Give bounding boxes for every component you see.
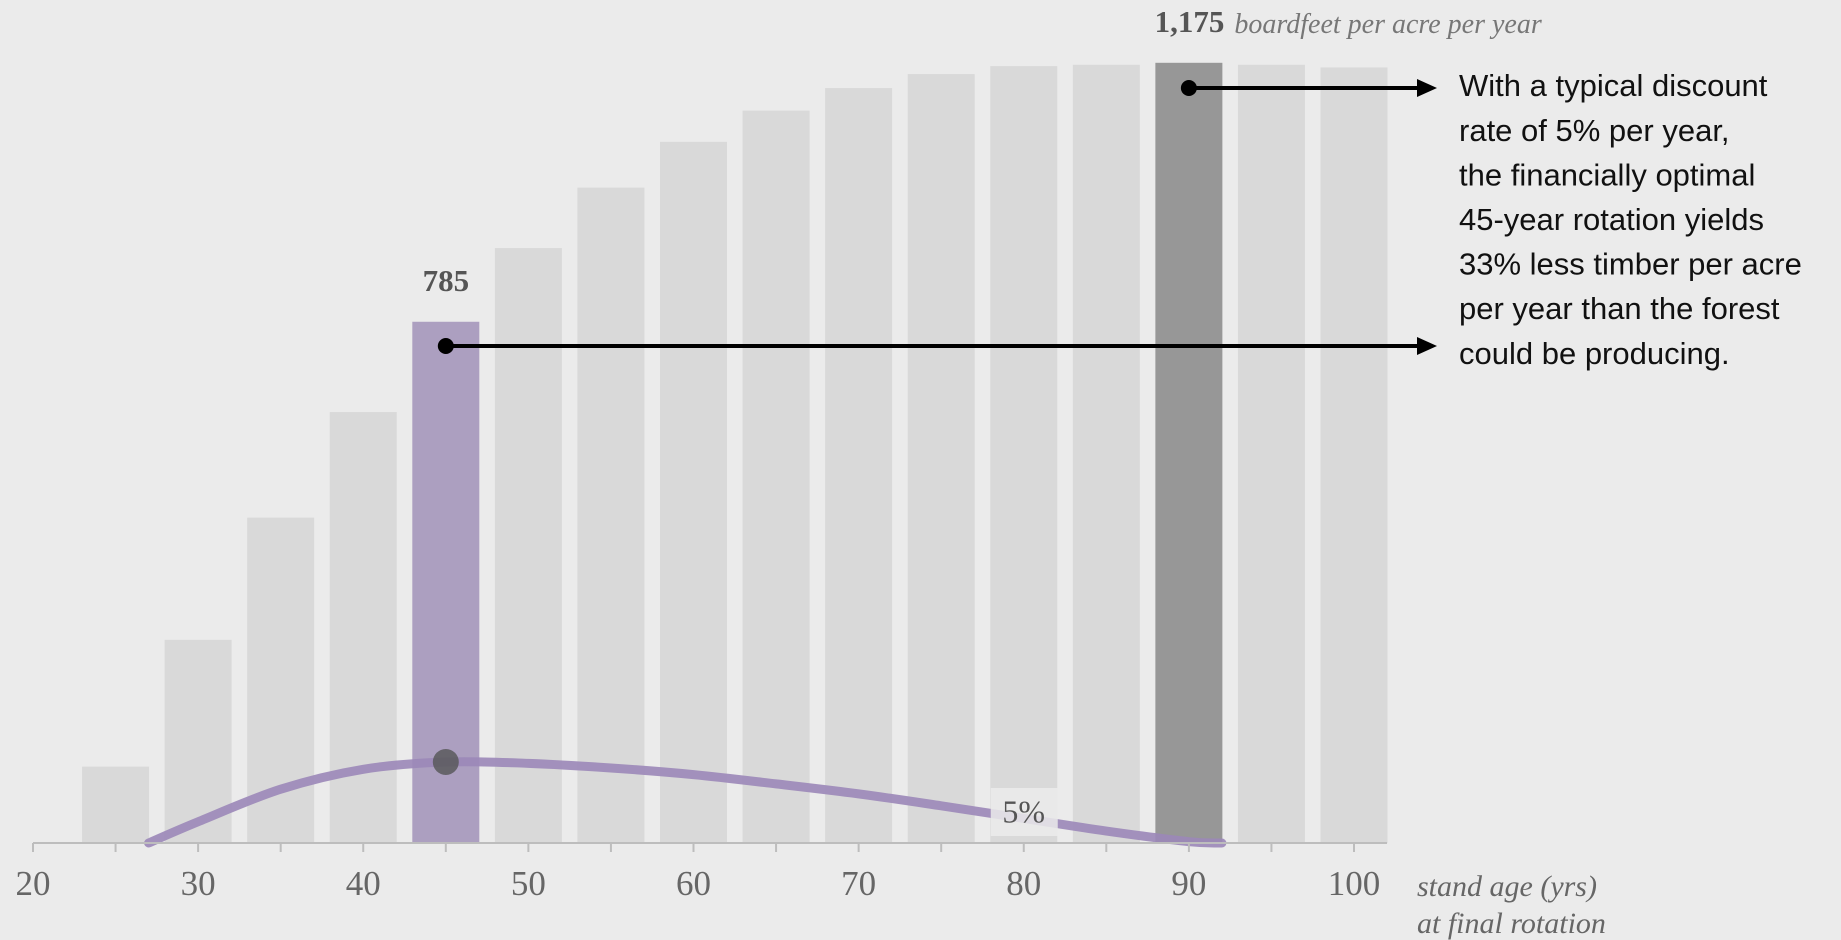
curve-label: 5% [1002, 793, 1045, 829]
bar [1155, 62, 1223, 844]
bar [1072, 64, 1140, 844]
annotation-line: With a typical discount [1459, 68, 1768, 103]
x-tick-label: 20 [16, 864, 51, 903]
bar [1237, 64, 1305, 844]
x-tick-label: 90 [1171, 864, 1206, 903]
bar [1320, 67, 1388, 843]
x-tick-label: 30 [181, 864, 216, 903]
annotation-line: 33% less timber per acre [1459, 247, 1802, 282]
unit-label: boardfeet per acre per year [1234, 9, 1541, 40]
curve-peak-dot [432, 748, 459, 775]
x-tick-label: 50 [511, 864, 546, 903]
bar [82, 766, 150, 843]
bar [494, 248, 562, 843]
bar [660, 141, 727, 844]
x-tick-label: 80 [1006, 864, 1041, 903]
x-axis-label: stand age (yrs) [1417, 870, 1597, 903]
foreground: 5% 20 30 40 50 60 70 80 90 100 stand age (yrs) at f… [16, 4, 1802, 940]
x-axis-label: at final rotation [1417, 907, 1606, 940]
discount-curve [144, 757, 1227, 848]
annotation-line: per year than the forest [1459, 291, 1780, 326]
annotation-line: 45-year rotation yields [1459, 202, 1764, 237]
bar [577, 187, 645, 843]
annotation-line: rate of 5% per year, [1459, 113, 1730, 148]
arrow-head [1417, 79, 1437, 97]
x-tick-label: 70 [841, 864, 876, 903]
arrow-head [1417, 337, 1437, 355]
bar [825, 88, 893, 844]
x-tick-label: 100 [1328, 864, 1381, 903]
annotation-line: could be producing. [1459, 336, 1730, 371]
x-tick-label: 40 [346, 864, 381, 903]
x-tick-label: 60 [676, 864, 711, 903]
bar [329, 412, 397, 843]
curve-label-box [990, 788, 1058, 836]
value-label: 1,175 [1155, 4, 1225, 39]
value-label: 785 [423, 263, 470, 298]
annotation-line: the financially optimal [1459, 157, 1755, 192]
bar [990, 66, 1058, 844]
bar [742, 110, 810, 843]
bar [907, 74, 975, 843]
